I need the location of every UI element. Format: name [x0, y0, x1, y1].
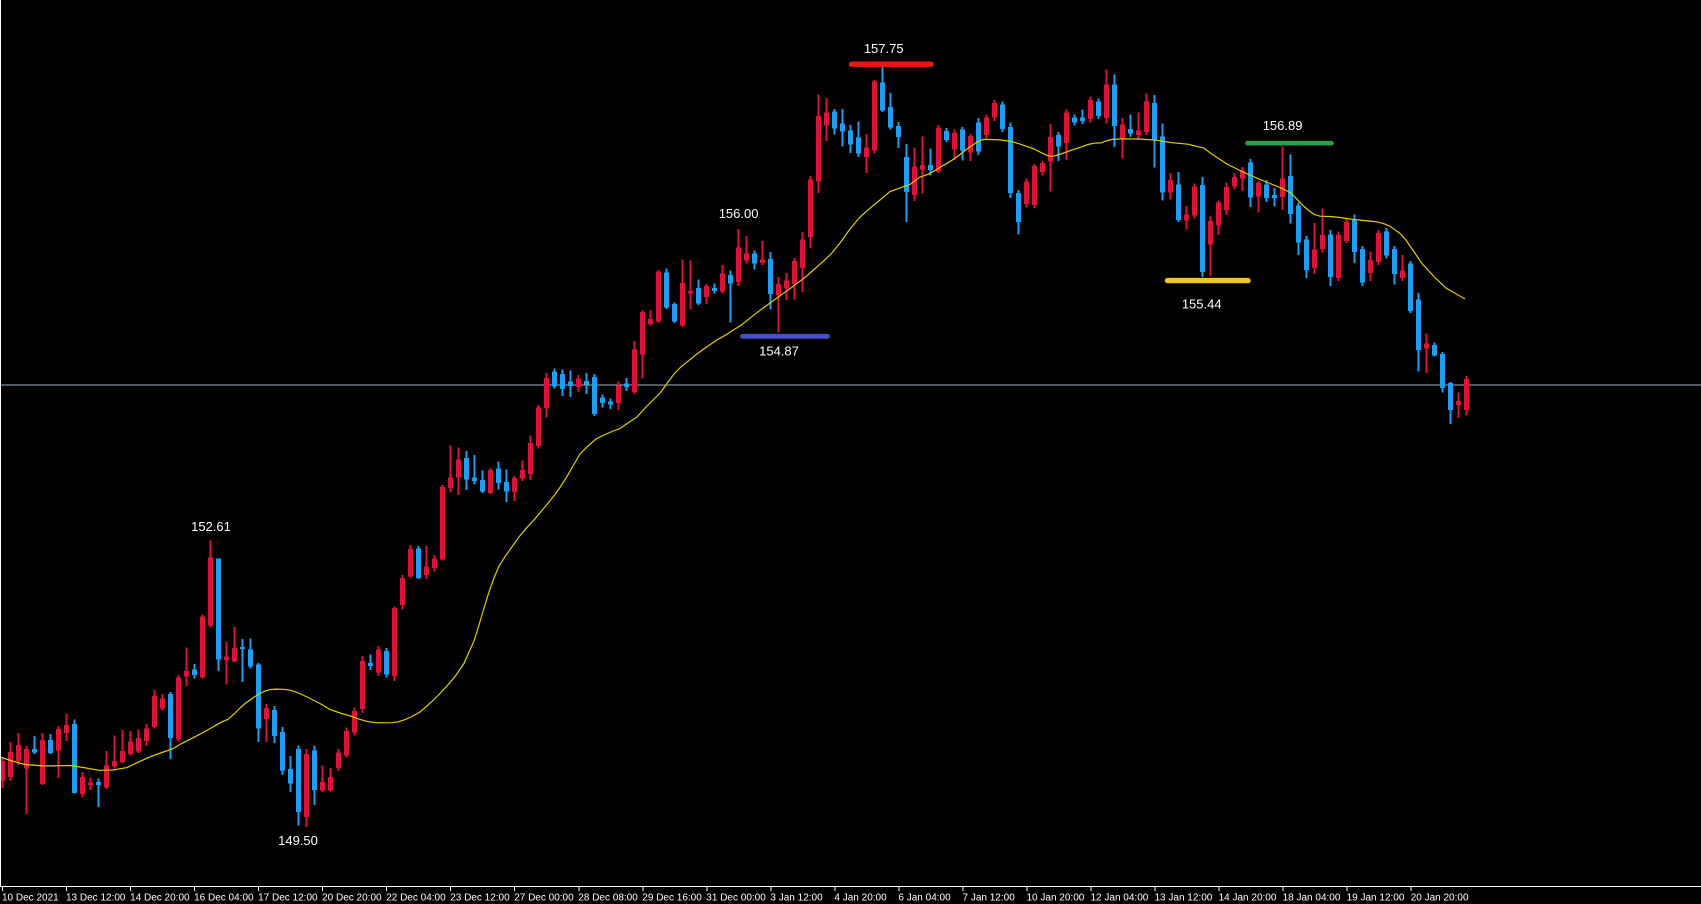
- svg-text:20 Dec 20:00: 20 Dec 20:00: [322, 893, 382, 904]
- svg-text:13 Jan 12:00: 13 Jan 12:00: [1155, 893, 1213, 904]
- svg-text:152.61: 152.61: [191, 519, 231, 534]
- svg-text:155.44: 155.44: [1182, 297, 1222, 312]
- svg-text:13 Dec 12:00: 13 Dec 12:00: [66, 893, 126, 904]
- svg-text:149.50: 149.50: [278, 833, 318, 848]
- svg-text:19 Jan 12:00: 19 Jan 12:00: [1347, 893, 1405, 904]
- svg-text:7 Jan 12:00: 7 Jan 12:00: [963, 893, 1016, 904]
- svg-text:10 Jan 20:00: 10 Jan 20:00: [1027, 893, 1085, 904]
- svg-text:17 Dec 12:00: 17 Dec 12:00: [258, 893, 318, 904]
- svg-text:20 Jan 20:00: 20 Jan 20:00: [1411, 893, 1469, 904]
- svg-text:29 Dec 16:00: 29 Dec 16:00: [642, 893, 702, 904]
- svg-text:27 Dec 00:00: 27 Dec 00:00: [514, 893, 574, 904]
- svg-text:18 Jan 04:00: 18 Jan 04:00: [1283, 893, 1341, 904]
- svg-text:12 Jan 04:00: 12 Jan 04:00: [1091, 893, 1149, 904]
- svg-text:14 Jan 20:00: 14 Jan 20:00: [1219, 893, 1277, 904]
- svg-text:16 Dec 04:00: 16 Dec 04:00: [194, 893, 254, 904]
- svg-text:14 Dec 20:00: 14 Dec 20:00: [130, 893, 190, 904]
- svg-text:156.89: 156.89: [1263, 118, 1303, 133]
- svg-text:4 Jan 20:00: 4 Jan 20:00: [834, 893, 887, 904]
- svg-text:28 Dec 08:00: 28 Dec 08:00: [578, 893, 638, 904]
- svg-text:31 Dec 00:00: 31 Dec 00:00: [706, 893, 766, 904]
- svg-text:22 Dec 04:00: 22 Dec 04:00: [386, 893, 446, 904]
- svg-text:156.00: 156.00: [719, 206, 759, 221]
- svg-text:10 Dec 2021: 10 Dec 2021: [2, 893, 59, 904]
- svg-text:6 Jan 04:00: 6 Jan 04:00: [898, 893, 951, 904]
- svg-text:157.75: 157.75: [864, 41, 904, 56]
- svg-text:23 Dec 12:00: 23 Dec 12:00: [450, 893, 510, 904]
- svg-text:154.87: 154.87: [759, 344, 799, 359]
- svg-text:3 Jan 12:00: 3 Jan 12:00: [770, 893, 823, 904]
